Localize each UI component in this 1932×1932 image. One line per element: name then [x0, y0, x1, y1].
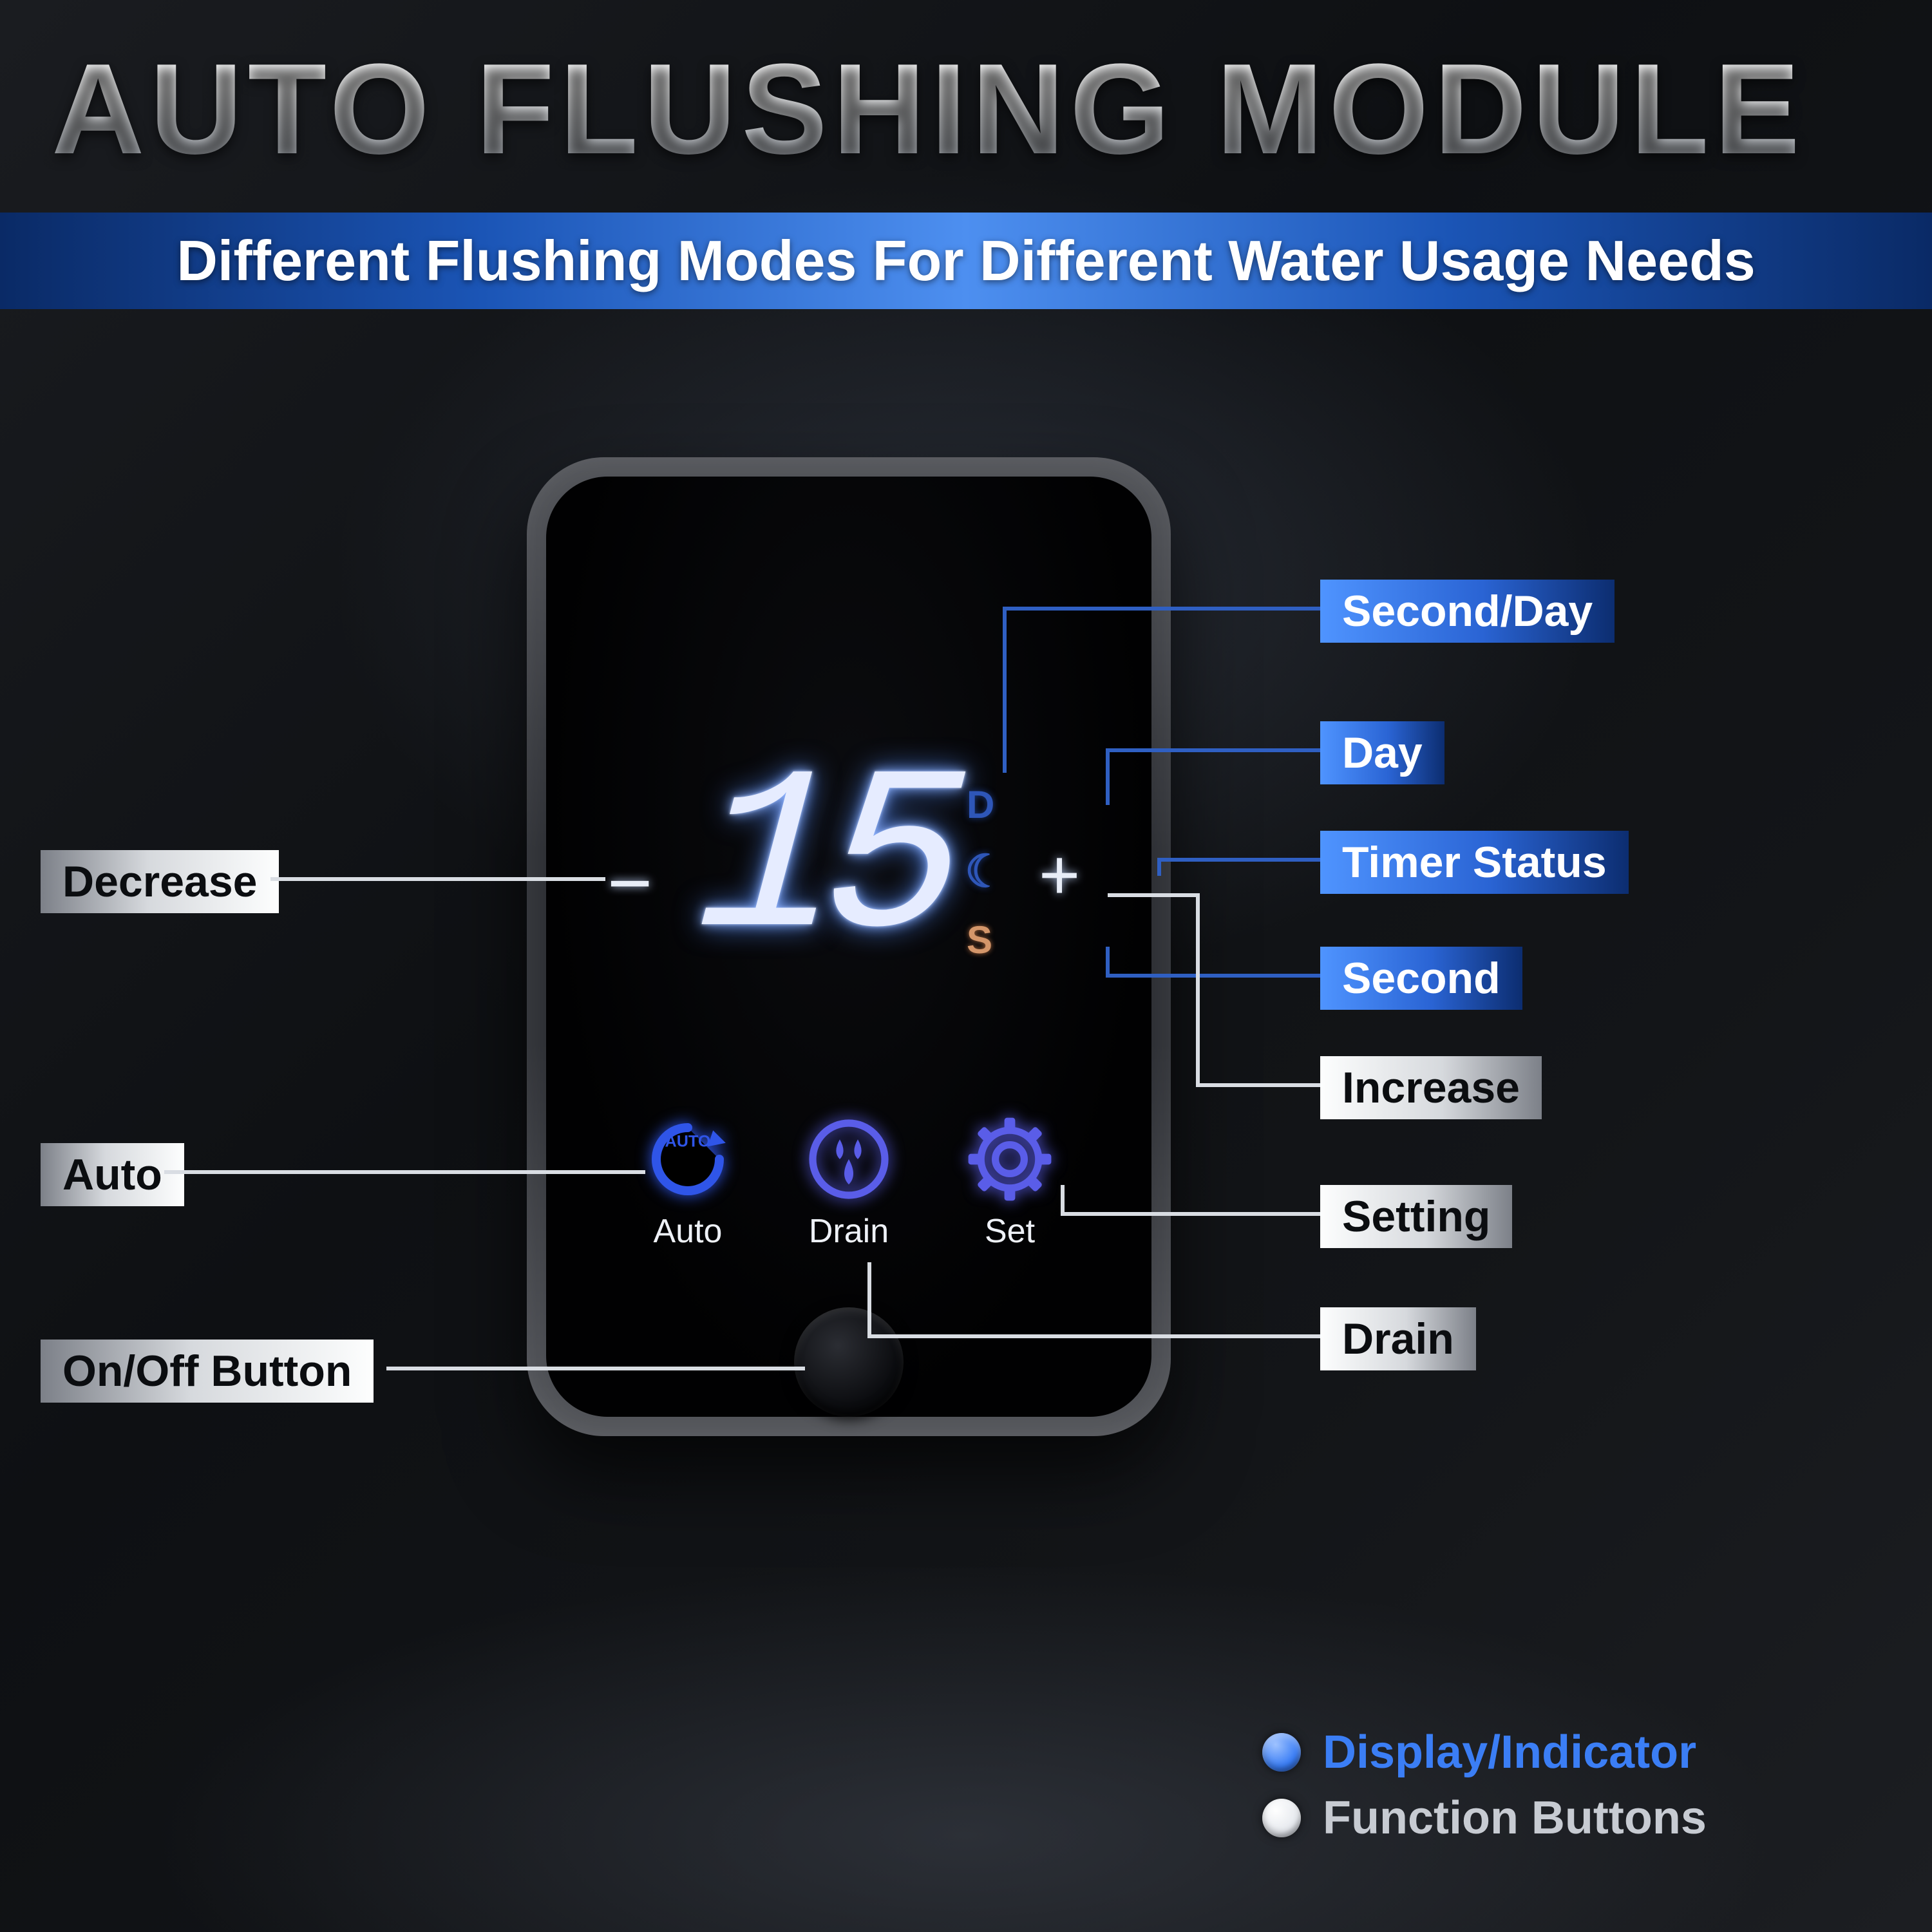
subtitle-banner: Different Flushing Modes For Different W… — [0, 213, 1932, 309]
callout-drain: Drain — [1320, 1307, 1476, 1370]
callout-day: Day — [1320, 721, 1444, 784]
indicator-timer-icon: ☾ — [965, 845, 1005, 898]
subtitle-text: Different Flushing Modes For Different W… — [176, 228, 1755, 294]
legend-dot-blue — [1262, 1733, 1301, 1772]
device-shell: 15 D ☾ S − + AUTO Auto — [527, 457, 1171, 1436]
display-value: 15 — [679, 747, 972, 979]
set-button[interactable]: Set — [945, 1114, 1074, 1251]
drain-button-label: Drain — [784, 1212, 913, 1251]
drain-button[interactable]: Drain — [784, 1114, 913, 1251]
auto-icon: AUTO — [643, 1114, 733, 1204]
drain-icon — [804, 1114, 894, 1204]
set-button-label: Set — [945, 1212, 1074, 1251]
auto-button[interactable]: AUTO Auto — [623, 1114, 752, 1251]
auto-button-label: Auto — [623, 1212, 752, 1251]
indicator-day-letter: D — [967, 782, 994, 827]
callout-onoff: On/Off Button — [41, 1340, 374, 1403]
svg-text:AUTO: AUTO — [665, 1132, 711, 1150]
power-button[interactable] — [794, 1307, 904, 1417]
increase-button[interactable]: + — [1039, 834, 1080, 916]
gear-icon — [965, 1114, 1055, 1204]
callout-second: Second — [1320, 947, 1522, 1010]
page-title: AUTO FLUSHING MODULE — [52, 45, 1805, 174]
device-face: 15 D ☾ S − + AUTO Auto — [546, 477, 1151, 1417]
callout-timer-status: Timer Status — [1320, 831, 1629, 894]
callout-increase: Increase — [1320, 1056, 1542, 1119]
legend: Display/Indicator Function Buttons — [1262, 1726, 1707, 1857]
callout-decrease: Decrease — [41, 850, 279, 913]
legend-function-label: Function Buttons — [1323, 1792, 1707, 1844]
legend-display: Display/Indicator — [1262, 1726, 1707, 1779]
decrease-button[interactable]: − — [607, 838, 652, 927]
legend-function: Function Buttons — [1262, 1792, 1707, 1844]
indicator-second-letter: S — [967, 918, 992, 962]
legend-dot-white — [1262, 1799, 1301, 1837]
callout-second-day: Second/Day — [1320, 580, 1615, 643]
callout-setting: Setting — [1320, 1185, 1512, 1248]
callout-auto: Auto — [41, 1143, 184, 1206]
legend-display-label: Display/Indicator — [1323, 1726, 1696, 1779]
icon-row: AUTO Auto Drain — [546, 1114, 1151, 1251]
